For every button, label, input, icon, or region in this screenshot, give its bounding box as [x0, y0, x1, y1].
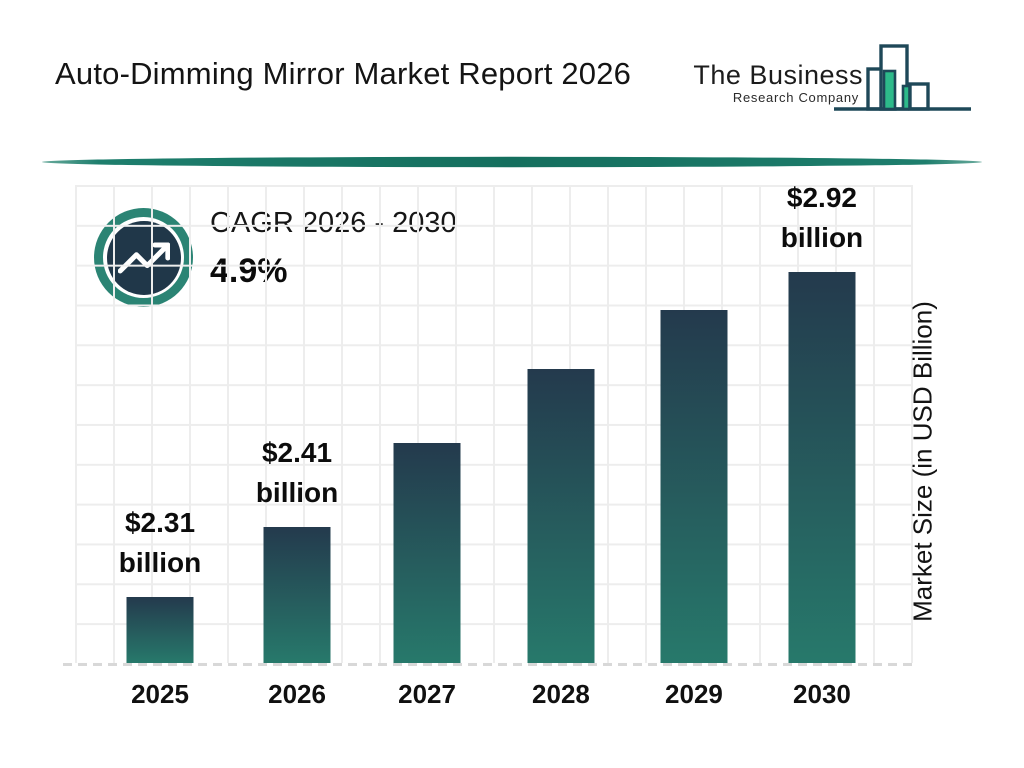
- bar-value-unit: billion: [118, 547, 202, 579]
- chart-plot-area: $2.31 billion $2.41 billion $2.92 billion: [63, 182, 913, 666]
- y-axis-title: Market Size (in USD Billion): [907, 301, 938, 622]
- bar-value-label-2030: $2.92 billion: [781, 178, 863, 258]
- page-title: Auto-Dimming Mirror Market Report 2026: [55, 56, 632, 91]
- logo-company-name: The Business: [693, 60, 863, 90]
- bar-value-amount: $2.41: [261, 436, 333, 468]
- bar-value-amount: $2.92: [786, 182, 857, 213]
- bar-value-unit: billion: [780, 222, 864, 253]
- logo-bar-buildings-icon: [834, 44, 971, 111]
- x-axis-label-2029: 2029: [665, 679, 723, 709]
- bar-2030: [788, 272, 856, 663]
- bar-2025: [126, 597, 194, 663]
- bar-2028: [527, 369, 595, 663]
- bar-2026: [263, 526, 331, 663]
- x-axis-labels: 2025 2026 2027 2028 2029 2030: [75, 679, 911, 713]
- bar-2029: [660, 310, 728, 663]
- bar-2027: [393, 443, 461, 663]
- bar-value-label-2025: $2.31 billion: [119, 503, 201, 583]
- bar-value-label-2026: $2.41 billion: [256, 433, 338, 513]
- logo-company-subtitle: Research Company: [732, 90, 859, 105]
- logo-wordmark: The Business Research Company: [693, 60, 863, 105]
- divider-ornament: [42, 156, 982, 168]
- bar-value-amount: $2.31: [124, 507, 196, 539]
- x-axis-label-2028: 2028: [532, 679, 590, 709]
- x-axis-dashed-line: [63, 663, 913, 666]
- x-axis-label-2026: 2026: [268, 679, 326, 709]
- x-axis-label-2030: 2030: [793, 679, 851, 709]
- bar-value-unit: billion: [255, 476, 339, 508]
- x-axis-label-2025: 2025: [131, 679, 189, 709]
- x-axis-label-2027: 2027: [398, 679, 456, 709]
